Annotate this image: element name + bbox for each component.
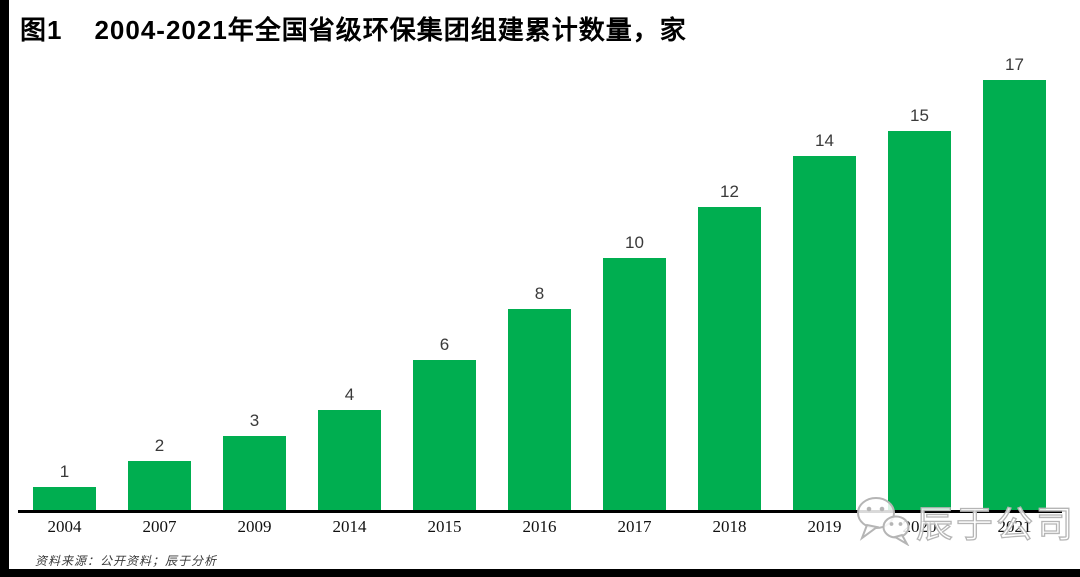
watermark-text: 辰于公司 <box>915 503 1076 545</box>
x-tick-label: 2004 <box>47 517 82 536</box>
bar <box>223 436 286 512</box>
x-tick-label: 2021 <box>997 517 1032 536</box>
bar <box>888 131 951 512</box>
bar-value-label: 10 <box>625 233 644 252</box>
x-tick-label: 2018 <box>712 517 747 536</box>
x-tick-label: 2007 <box>142 517 177 536</box>
x-tick-label: 2009 <box>237 517 272 536</box>
x-tick-label: 2014 <box>332 517 367 536</box>
bar <box>318 410 381 512</box>
bar <box>508 309 571 512</box>
bar-value-label: 15 <box>910 106 929 125</box>
figure-number: 图1 <box>20 15 63 45</box>
figure-title: 图1 2004-2021年全国省级环保集团组建累计数量，家 <box>20 10 687 47</box>
bar <box>983 80 1046 512</box>
left-border-strip <box>0 0 9 577</box>
bar <box>33 487 96 512</box>
bar <box>413 360 476 512</box>
bar-value-label: 14 <box>815 131 834 150</box>
bar-value-label: 3 <box>249 411 260 430</box>
figure-title-text: 2004-2021年全国省级环保集团组建累计数量，家 <box>94 15 687 45</box>
x-tick-label: 2020 <box>902 517 937 536</box>
bar <box>128 461 191 512</box>
x-tick-label: 2015 <box>427 517 462 536</box>
bottom-border-strip <box>0 569 1080 577</box>
bar-value-label: 4 <box>344 385 355 404</box>
bar <box>793 156 856 512</box>
bar-value-label: 6 <box>439 335 450 354</box>
x-tick-label: 2019 <box>807 517 842 536</box>
bar <box>698 207 761 512</box>
x-tick-label: 2017 <box>617 517 652 536</box>
bar <box>603 258 666 512</box>
wechat-icon <box>857 497 910 546</box>
source-note: 资料来源：公开资料；辰于分析 <box>35 554 218 568</box>
bar-value-label: 17 <box>1005 55 1024 74</box>
bar-value-label: 12 <box>720 182 739 201</box>
bar-value-label: 2 <box>154 436 165 455</box>
watermark: 辰于公司 <box>854 494 1076 548</box>
bar-value-label: 1 <box>59 462 70 481</box>
x-tick-label: 2016 <box>522 517 557 536</box>
x-axis-line <box>18 510 1062 513</box>
bar-value-label: 8 <box>534 284 545 303</box>
